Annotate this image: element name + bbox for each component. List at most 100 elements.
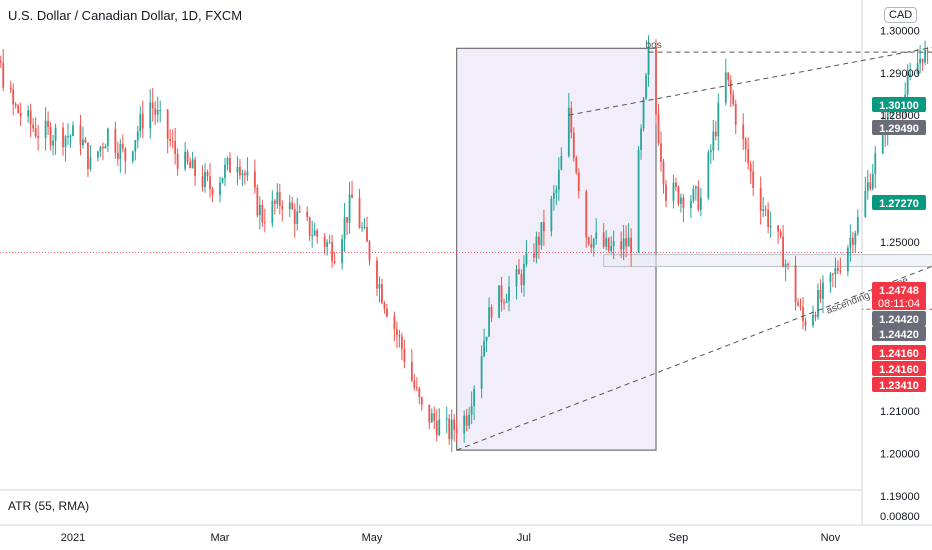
- candle-body: [749, 163, 752, 172]
- candle-body: [331, 242, 334, 262]
- candle-body: [149, 102, 152, 129]
- candle-body: [630, 237, 633, 253]
- candle-body: [488, 307, 490, 337]
- candle-body: [782, 236, 784, 267]
- candle-body: [89, 157, 92, 170]
- price-tick-label: 1.25000: [880, 237, 920, 249]
- candle-body: [538, 236, 540, 246]
- candle-body: [116, 152, 119, 159]
- price-badge-text: 1.24420: [879, 329, 919, 341]
- candle-body: [166, 109, 169, 139]
- candle-body: [84, 139, 87, 143]
- candle-body: [570, 107, 573, 133]
- candle-body: [420, 397, 423, 405]
- candle-body: [281, 205, 284, 210]
- currency-label[interactable]: CAD: [884, 7, 918, 23]
- candle-body: [707, 152, 710, 198]
- candle-body: [625, 238, 628, 247]
- candle-body: [794, 265, 797, 303]
- candle-body: [348, 194, 351, 223]
- candle-body: [361, 227, 363, 229]
- candle-body: [341, 239, 343, 264]
- candle-body: [106, 128, 109, 147]
- candle-body: [141, 114, 144, 129]
- candle-body: [727, 72, 730, 81]
- candle-body: [395, 329, 398, 336]
- candle-body: [101, 146, 104, 149]
- price-tick-label: 1.21000: [880, 406, 920, 418]
- candle-body: [271, 200, 274, 224]
- candle-body: [637, 149, 640, 253]
- support-zone[interactable]: [603, 254, 932, 267]
- candle-body: [435, 420, 438, 436]
- candle-body: [52, 140, 54, 146]
- candle-body: [851, 237, 854, 245]
- candle-body: [211, 189, 214, 195]
- candle-body: [662, 161, 665, 185]
- candle-body: [919, 58, 922, 64]
- candle-body: [675, 182, 677, 187]
- candle-body: [836, 268, 839, 271]
- candle-body: [154, 108, 157, 115]
- candle-body: [784, 263, 787, 267]
- time-tick-label: May: [362, 532, 383, 544]
- price-tick-label: 1.19000: [880, 491, 920, 503]
- candle-body: [194, 159, 196, 177]
- candle-body: [358, 197, 361, 228]
- candle-body: [229, 158, 231, 173]
- candle-body: [777, 225, 780, 232]
- candle-body: [383, 303, 386, 309]
- candle-body: [523, 263, 525, 286]
- candle-body: [655, 47, 657, 115]
- candle-body: [592, 238, 595, 248]
- candle-body: [9, 87, 12, 90]
- candle-body: [732, 94, 735, 105]
- candle-body: [677, 186, 680, 204]
- upper-channel-line[interactable]: [568, 0, 932, 116]
- candle-body: [832, 273, 834, 275]
- candle-body: [306, 211, 309, 218]
- candle-body: [171, 141, 174, 143]
- price-badge-text: 1.24420: [879, 314, 919, 326]
- candle-body: [503, 302, 505, 304]
- price-tick-label: 1.28000: [880, 110, 920, 122]
- candle-body: [176, 153, 179, 169]
- candle-body: [219, 182, 221, 195]
- candle-body: [14, 104, 17, 106]
- candle-body: [891, 110, 894, 114]
- candle-body: [759, 188, 762, 211]
- candle-body: [906, 76, 909, 95]
- candle-body: [490, 307, 493, 318]
- candle-body: [244, 173, 246, 176]
- candle-body: [881, 123, 884, 154]
- candle-body: [505, 300, 508, 303]
- candle-body: [799, 305, 802, 308]
- candle-body: [333, 261, 336, 264]
- candle-body: [660, 143, 662, 162]
- candle-body: [393, 316, 396, 330]
- candle-body: [438, 419, 441, 436]
- candle-body: [590, 243, 593, 248]
- chart-title: U.S. Dollar / Canadian Dollar, 1D, FXCM: [8, 8, 243, 23]
- candle-body: [428, 404, 431, 423]
- candle-body: [767, 209, 770, 228]
- candle-body: [575, 157, 578, 173]
- candle-body: [533, 253, 535, 258]
- candle-body: [343, 217, 346, 240]
- candle-body: [854, 232, 857, 245]
- candle-body: [49, 126, 52, 146]
- candle-body: [189, 162, 192, 169]
- candle-body: [445, 418, 448, 420]
- candle-body: [473, 388, 476, 407]
- atr-indicator-label[interactable]: ATR (55, RMA): [8, 499, 90, 513]
- candle-body: [316, 230, 319, 237]
- candle-body: [485, 336, 488, 342]
- candle-body: [518, 269, 520, 275]
- candle-body: [627, 237, 630, 247]
- candle-body: [134, 140, 137, 152]
- candle-body: [552, 193, 555, 199]
- candle-body: [610, 246, 613, 251]
- candle-body: [483, 341, 486, 357]
- candle-body: [587, 237, 590, 244]
